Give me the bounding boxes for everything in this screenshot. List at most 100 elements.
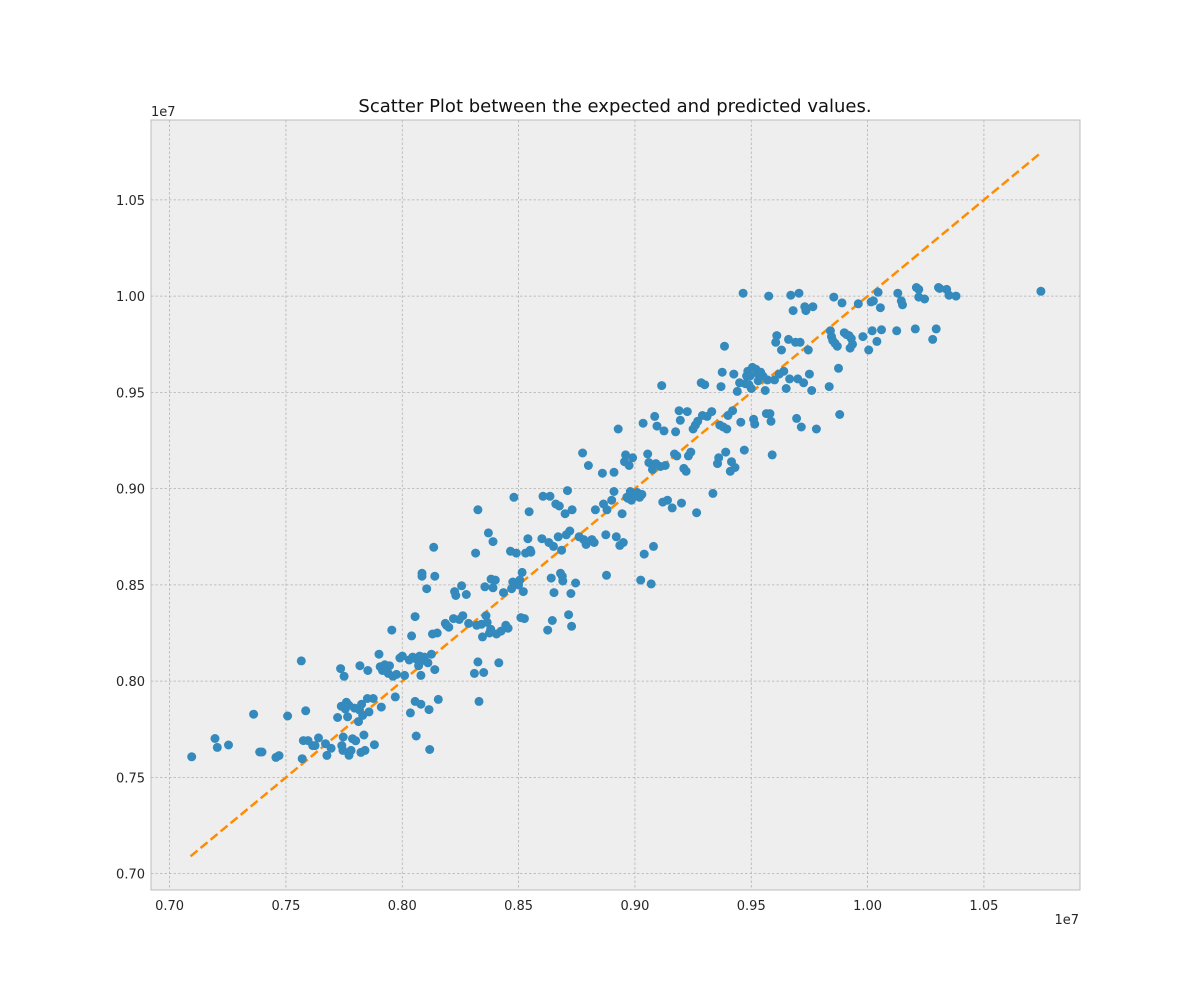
data-point xyxy=(336,664,346,674)
data-point xyxy=(430,571,440,581)
data-point xyxy=(738,288,748,298)
data-point xyxy=(490,575,500,585)
data-point xyxy=(571,578,581,588)
data-point xyxy=(549,588,559,598)
data-point xyxy=(700,380,710,390)
data-point xyxy=(444,622,454,632)
data-point xyxy=(410,612,420,622)
data-point xyxy=(771,337,781,347)
reference-line xyxy=(189,151,1042,858)
data-point xyxy=(779,366,789,376)
y-tick-label: 0.75 xyxy=(116,771,145,786)
data-point xyxy=(730,463,740,472)
data-point xyxy=(624,461,634,470)
data-point xyxy=(397,651,407,661)
x-tick-label: 0.80 xyxy=(388,899,417,914)
data-point xyxy=(224,740,233,750)
data-point xyxy=(339,671,349,681)
data-point xyxy=(346,745,356,755)
data-point xyxy=(628,453,638,463)
data-point xyxy=(515,575,525,585)
data-point xyxy=(523,534,533,544)
data-point xyxy=(597,468,607,478)
data-point xyxy=(589,538,599,547)
data-point xyxy=(720,341,729,351)
data-point xyxy=(728,406,738,416)
data-point xyxy=(494,658,504,668)
data-point xyxy=(426,649,436,659)
data-point xyxy=(674,406,684,416)
data-point xyxy=(788,306,798,316)
data-point xyxy=(537,534,547,544)
data-point xyxy=(1036,286,1046,296)
data-point xyxy=(355,661,365,671)
data-point xyxy=(483,528,493,538)
data-point xyxy=(643,449,653,459)
y-tick-label: 1.00 xyxy=(116,290,145,305)
data-point xyxy=(433,694,443,704)
data-point xyxy=(423,658,433,668)
data-point xyxy=(478,632,487,642)
data-point xyxy=(310,741,320,751)
data-point xyxy=(451,591,461,600)
data-point xyxy=(795,337,805,347)
data-point xyxy=(832,341,842,351)
plot-border xyxy=(150,119,1081,891)
data-point xyxy=(951,291,961,301)
data-point xyxy=(746,384,756,393)
data-point xyxy=(212,742,222,752)
data-point xyxy=(893,288,903,298)
data-point xyxy=(672,451,682,461)
data-point xyxy=(636,575,646,585)
data-point xyxy=(639,549,649,559)
data-point xyxy=(848,339,857,349)
data-point xyxy=(554,501,564,511)
data-point xyxy=(837,298,847,308)
data-point xyxy=(796,422,806,432)
data-point xyxy=(283,711,293,721)
data-point xyxy=(729,369,739,379)
data-point xyxy=(716,382,726,392)
data-point xyxy=(322,750,332,760)
data-point xyxy=(338,745,348,755)
data-point xyxy=(875,303,885,313)
data-point xyxy=(750,419,760,429)
data-point xyxy=(526,547,536,557)
data-point xyxy=(794,288,804,298)
data-point xyxy=(519,614,529,624)
data-point xyxy=(717,367,727,377)
data-point xyxy=(511,548,521,558)
x-tick-label: 0.85 xyxy=(504,899,533,914)
data-point xyxy=(721,447,731,457)
data-point xyxy=(360,745,370,755)
data-point xyxy=(297,754,307,764)
data-point xyxy=(473,657,483,667)
y-tick-label: 0.95 xyxy=(116,386,145,401)
data-point xyxy=(343,712,353,722)
x-tick-label: 0.90 xyxy=(620,899,649,914)
data-point xyxy=(772,331,782,341)
data-point xyxy=(764,291,774,301)
data-point xyxy=(524,507,534,517)
data-point xyxy=(210,734,220,743)
data-point xyxy=(807,386,817,395)
data-point xyxy=(766,416,776,426)
data-point xyxy=(488,537,498,547)
data-point xyxy=(877,325,886,335)
data-point xyxy=(621,450,631,460)
data-point xyxy=(296,656,306,666)
data-point xyxy=(609,487,619,496)
data-point xyxy=(517,567,527,577)
data-point xyxy=(351,736,361,746)
data-point xyxy=(392,669,401,679)
data-point xyxy=(461,590,471,599)
data-point xyxy=(549,541,558,551)
data-point xyxy=(784,334,793,344)
data-point xyxy=(692,508,702,518)
data-point xyxy=(567,621,577,631)
y-offset-label: 1e7 xyxy=(151,105,176,120)
data-point xyxy=(390,692,400,702)
data-point xyxy=(637,489,647,499)
data-point xyxy=(652,421,662,431)
